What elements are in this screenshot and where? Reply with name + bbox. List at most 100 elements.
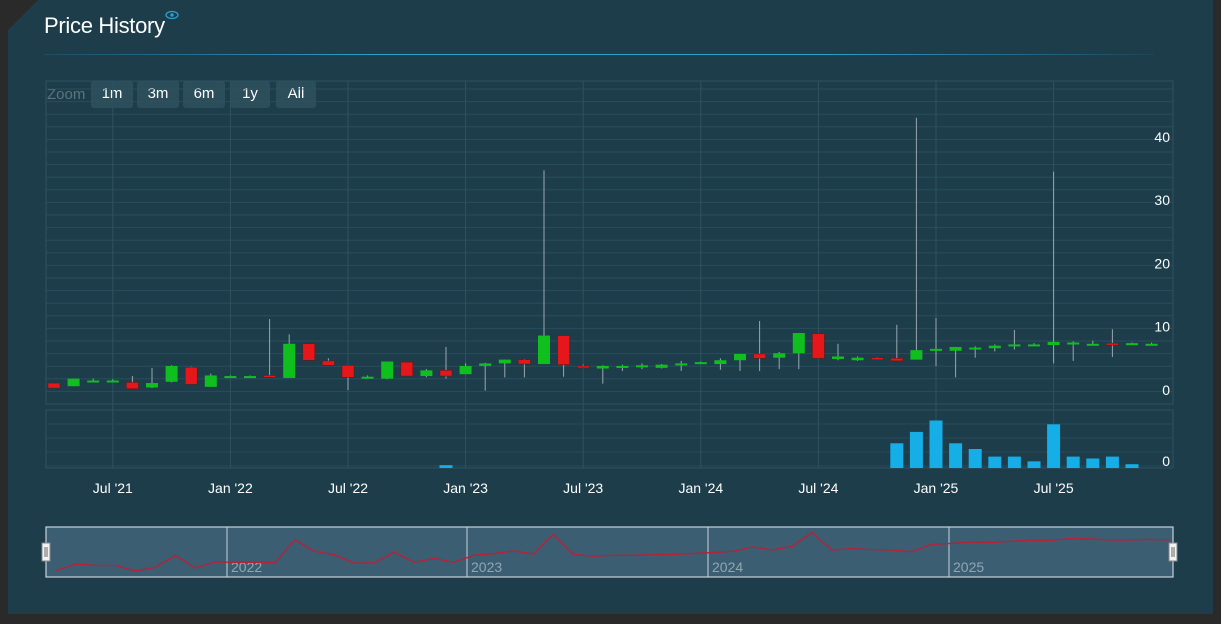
navigator-left-handle[interactable] xyxy=(41,542,51,562)
candle-body xyxy=(341,365,355,378)
navigator-line xyxy=(55,531,1171,572)
eye-icon[interactable] xyxy=(165,8,179,22)
price-axis: 0 10 20 30 40 0 xyxy=(1154,129,1170,469)
volume-plot-frame xyxy=(45,409,1174,469)
candle-body xyxy=(870,357,884,360)
candle-body xyxy=(773,353,786,358)
price-plot-frame xyxy=(45,80,1174,405)
candle-body xyxy=(67,378,80,387)
chart-grid xyxy=(45,80,1174,469)
candle-body xyxy=(1067,342,1080,345)
candle-body xyxy=(1047,341,1060,346)
navigator-year-label: 2022 xyxy=(231,559,262,575)
volume-bar xyxy=(949,443,963,468)
time-tick-label: Jan '23 xyxy=(443,480,488,496)
navigator-year-label: 2025 xyxy=(953,559,984,575)
zoom-label: Zoom xyxy=(47,86,86,103)
candle-body xyxy=(734,353,746,361)
candle-body xyxy=(616,365,629,368)
price-tick-label: 30 xyxy=(1154,192,1170,208)
candle-body xyxy=(812,333,825,359)
page-title: Price History xyxy=(44,13,165,38)
price-tick-label: 10 xyxy=(1154,319,1170,335)
candle-body xyxy=(498,359,511,364)
candle-body xyxy=(1126,343,1138,346)
navigator[interactable]: 2022 2023 2024 2025 xyxy=(41,526,1178,578)
candle-body xyxy=(459,365,472,375)
volume-bar xyxy=(1125,464,1139,468)
volume-bar xyxy=(988,456,1002,468)
candle-body xyxy=(165,365,178,382)
candle-body xyxy=(146,383,158,388)
price-tick-label: 40 xyxy=(1154,129,1170,145)
candle-body xyxy=(792,333,805,354)
candle-body xyxy=(675,363,688,366)
volume-bar xyxy=(1105,456,1119,468)
volume-bar xyxy=(929,420,943,468)
candle-body xyxy=(322,360,335,366)
candle-body xyxy=(479,363,492,366)
candle-body xyxy=(1145,343,1158,346)
candle-body xyxy=(381,361,394,379)
candle-body xyxy=(694,362,707,365)
time-tick-label: Jul '22 xyxy=(328,480,368,496)
candle-body xyxy=(988,345,1001,349)
time-tick-label: Jan '25 xyxy=(914,480,959,496)
volume-bar xyxy=(439,465,453,468)
candle-body xyxy=(263,375,276,378)
candle-body xyxy=(890,358,904,362)
candle-body xyxy=(302,343,316,361)
candle-body xyxy=(753,353,766,359)
time-tick-label: Jul '23 xyxy=(563,480,603,496)
volume-bar xyxy=(968,449,982,468)
time-tick-label: Jan '22 xyxy=(208,480,253,496)
candle-body xyxy=(361,376,374,379)
time-axis: Jul '21 Jan '22 Jul '22 Jan '23 Jul '23 Jan '… xyxy=(93,480,1074,496)
time-tick-label: Jul '21 xyxy=(93,480,133,496)
candle-body xyxy=(636,365,648,368)
title-divider xyxy=(44,54,1154,55)
candle-body xyxy=(1086,343,1099,346)
candle-body xyxy=(1028,344,1040,347)
navigator-window xyxy=(45,526,1174,578)
volume-bar xyxy=(1086,458,1100,468)
volume-series xyxy=(439,420,1139,468)
candle-body xyxy=(910,350,923,360)
candle-body xyxy=(439,370,453,377)
candle-body xyxy=(538,335,550,365)
volume-grid xyxy=(46,423,1173,467)
candle-body xyxy=(224,376,237,379)
navigator-year-label: 2024 xyxy=(712,559,743,575)
candle-body xyxy=(832,356,844,359)
candle-body xyxy=(204,375,217,387)
navigator-right-handle[interactable] xyxy=(1168,542,1178,562)
candle-body xyxy=(518,359,531,365)
candle-body xyxy=(420,370,433,377)
volume-bar xyxy=(1066,456,1080,468)
candle-body xyxy=(400,361,414,377)
candle-body xyxy=(126,382,139,389)
candle-body xyxy=(106,380,119,383)
time-tick-label: Jul '25 xyxy=(1034,480,1074,496)
candle-body xyxy=(557,335,570,365)
candle-body xyxy=(47,382,61,389)
candle-body xyxy=(969,347,982,350)
price-tick-label: 20 xyxy=(1154,255,1170,271)
zoom-3m-button[interactable]: 3m xyxy=(137,81,179,108)
candle-body xyxy=(655,364,668,368)
candle-body xyxy=(714,360,727,365)
candle-body xyxy=(1106,342,1119,346)
candle-body xyxy=(1008,344,1021,347)
candle-body xyxy=(596,365,609,369)
time-tick-label: Jul '24 xyxy=(798,480,838,496)
candle-body xyxy=(283,343,296,378)
volume-bar xyxy=(1027,461,1041,468)
volume-bar xyxy=(1047,424,1061,468)
candle-body xyxy=(184,366,198,385)
candle-body xyxy=(851,357,864,361)
candle-body xyxy=(949,346,962,351)
price-tick-label: 0 xyxy=(1162,382,1170,398)
candles-series xyxy=(47,117,1158,391)
volume-bar xyxy=(1007,456,1021,468)
